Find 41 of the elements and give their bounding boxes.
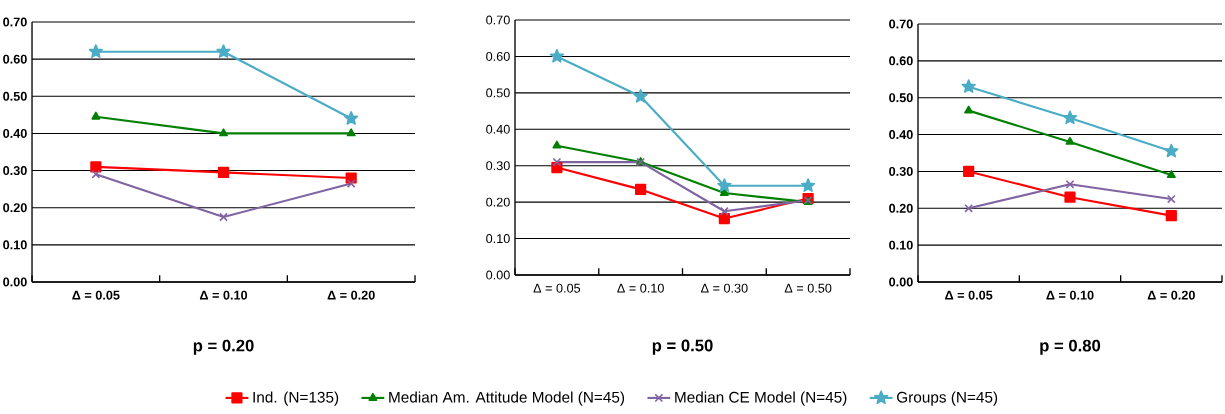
y-tick-label: 0.00 <box>3 277 27 287</box>
x-tick-label: Δ = 0.20 <box>1147 290 1195 300</box>
x-axis-title: p = 0.20 <box>193 339 254 355</box>
y-tick-label: 0.20 <box>3 203 27 213</box>
y-tick-label: 0.40 <box>3 128 27 138</box>
x-axis-title: p = 0.50 <box>652 339 713 355</box>
x-tick-label: Δ = 0.10 <box>199 290 248 300</box>
y-tick-label: 0.30 <box>486 161 510 171</box>
y-tick-label: 0.50 <box>889 93 913 103</box>
y-tick-label: 0.60 <box>3 54 27 64</box>
legend-label: Groups (N=45) <box>897 391 998 406</box>
x-tick-label: Δ = 0.05 <box>945 290 993 300</box>
y-tick-label: 0.40 <box>486 124 510 134</box>
x-tick-label: Δ = 0.20 <box>327 290 375 300</box>
y-tick-label: 0.70 <box>889 19 913 29</box>
x-tick-label: Δ = 0.05 <box>533 283 581 293</box>
x-tick-label: Δ = 0.50 <box>784 283 832 293</box>
y-tick-label: 0.10 <box>889 240 913 250</box>
y-tick-label: 0.30 <box>889 166 913 176</box>
legend-label: Ind. (N=135) <box>253 391 339 406</box>
y-tick-label: 0.40 <box>889 130 913 140</box>
y-tick-label: 0.20 <box>486 197 510 207</box>
legend-label: Median CE Model (N=45) <box>675 391 847 406</box>
x-tick-label: Δ = 0.30 <box>700 283 748 293</box>
y-tick-label: 0.70 <box>486 15 510 25</box>
y-tick-label: 0.30 <box>3 166 27 176</box>
legend-label: Median Am. Attitude Model (N=45) <box>389 391 625 406</box>
y-tick-label: 0.20 <box>889 203 913 213</box>
y-tick-label: 0.10 <box>3 240 27 250</box>
y-tick-label: 0.60 <box>889 56 913 66</box>
y-tick-label: 0.50 <box>486 88 510 98</box>
y-tick-label: 0.00 <box>889 277 913 287</box>
y-tick-label: 0.50 <box>3 91 27 101</box>
y-tick-label: 0.70 <box>3 17 27 27</box>
y-tick-label: 0.00 <box>486 270 510 280</box>
x-tick-label: Δ = 0.10 <box>617 283 664 293</box>
y-tick-label: 0.10 <box>486 234 510 244</box>
x-tick-label: Δ = 0.10 <box>1046 290 1094 300</box>
x-axis-title: p = 0.80 <box>1040 339 1101 355</box>
y-tick-label: 0.60 <box>486 51 510 61</box>
x-tick-label: Δ = 0.05 <box>72 290 120 300</box>
